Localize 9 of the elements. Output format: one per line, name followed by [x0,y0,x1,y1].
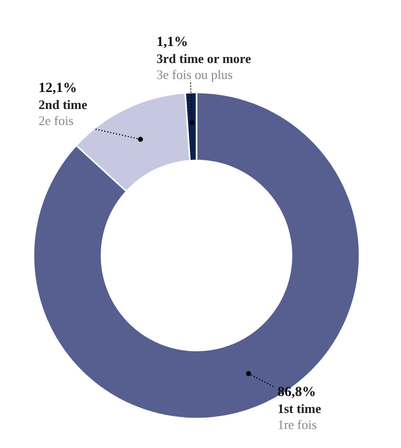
text: 2e fois [38,113,74,128]
slice-label: 3rd time or more [156,51,252,66]
data-label: 1,1% [156,35,188,50]
slice-label: 2nd time [38,97,88,112]
slice-label: 1st time [277,401,322,416]
text: 1re fois [277,417,317,432]
text: 3e fois ou plus [156,67,233,82]
data-label: 86,8% [277,385,316,400]
data-label: 12,1% [38,81,77,96]
